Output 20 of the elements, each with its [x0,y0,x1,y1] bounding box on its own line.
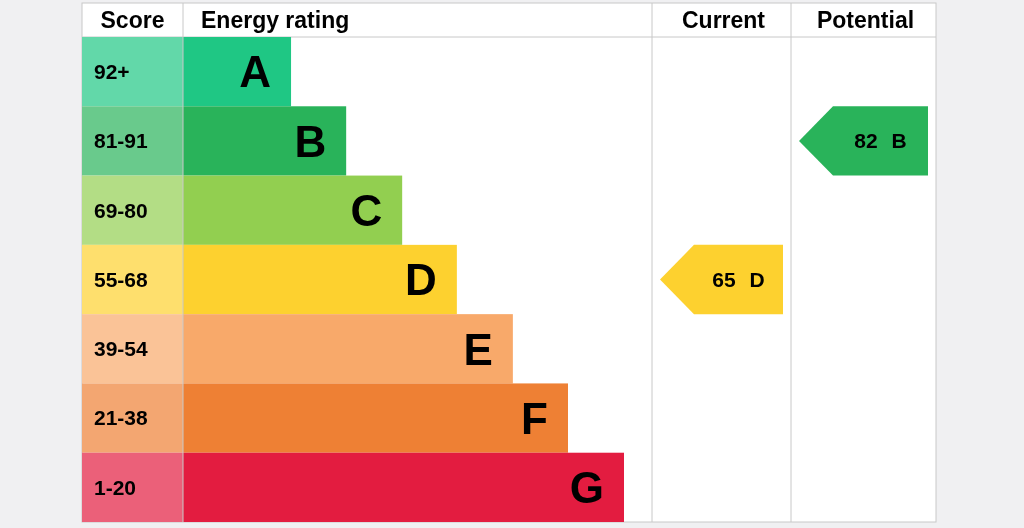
text: Potential [816,7,915,34]
x-axis-title: Energy rating [201,7,350,34]
annotation: G [569,463,604,513]
annotation: B [294,116,327,166]
y-tick-label: 92+ [94,59,130,83]
text: 65 D [712,267,765,291]
annotation: A [239,47,272,97]
y-tick-label: 81-91 [94,129,149,153]
text: Current [681,7,766,34]
y-axis-title: Score [100,7,165,34]
annotation: C [350,186,383,236]
y-tick-label: 39-54 [94,337,149,361]
annotation: D [405,255,437,305]
y-tick-label: 21-38 [94,406,149,430]
y-tick-label: 55-68 [94,267,149,291]
text: 82 B [854,129,907,153]
annotation: F [521,393,548,443]
annotation: E [463,324,493,374]
y-tick-label: 1-20 [94,475,137,499]
y-tick-label: 69-80 [94,198,148,222]
